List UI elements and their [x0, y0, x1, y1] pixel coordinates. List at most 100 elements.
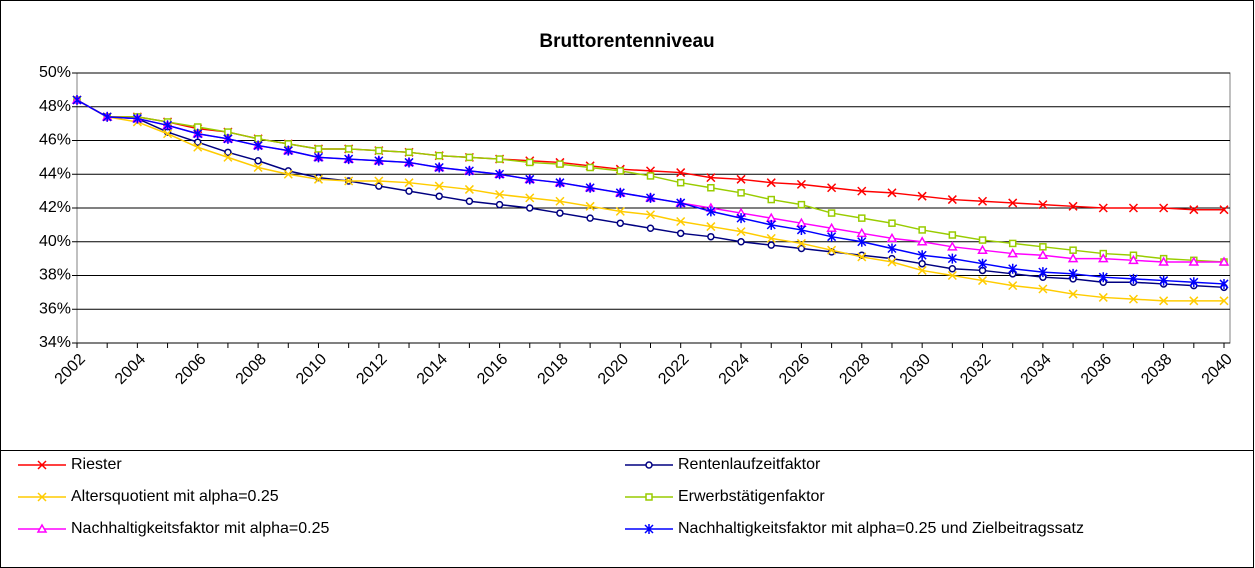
data-point — [646, 172, 655, 180]
data-point — [737, 238, 745, 246]
data-point — [223, 152, 233, 162]
legend-marker — [37, 492, 47, 502]
data-point — [374, 155, 384, 166]
data-point — [797, 244, 806, 253]
legend-marker — [36, 523, 48, 533]
data-point — [1159, 203, 1169, 213]
data-point — [916, 236, 928, 246]
data-point — [193, 138, 202, 146]
data-point — [404, 157, 414, 168]
data-point — [375, 182, 383, 190]
data-point — [223, 133, 233, 144]
y-tick-label: 50% — [39, 64, 71, 81]
data-point — [1008, 198, 1018, 208]
data-point — [766, 178, 776, 188]
data-point — [1189, 277, 1199, 288]
data-point — [766, 219, 776, 230]
data-point — [344, 145, 353, 153]
legend-frame — [0, 450, 1254, 568]
y-tick-label: 36% — [39, 300, 71, 317]
data-point — [827, 231, 837, 242]
data-point — [615, 187, 625, 198]
data-point — [616, 219, 625, 227]
data-point — [555, 177, 565, 188]
data-point — [856, 227, 868, 238]
data-point — [947, 241, 958, 251]
data-point — [1189, 205, 1199, 215]
data-point — [283, 145, 293, 156]
data-point — [827, 209, 836, 217]
data-point — [132, 113, 142, 124]
data-point — [767, 241, 775, 249]
data-point — [827, 245, 837, 255]
data-point — [948, 265, 957, 273]
y-tick-label: 34% — [39, 334, 71, 351]
data-point — [1098, 292, 1108, 302]
data-point — [344, 176, 354, 186]
y-tick-label: 46% — [39, 132, 71, 149]
data-point — [1007, 248, 1019, 258]
data-point — [1038, 284, 1048, 294]
data-point — [1219, 278, 1229, 289]
data-point — [313, 174, 324, 184]
data-point — [464, 165, 474, 176]
data-point — [526, 158, 534, 167]
data-point — [978, 236, 987, 244]
data-point — [827, 183, 837, 193]
data-point — [888, 219, 896, 227]
legend-label: Rentenlaufzeitfaktor — [678, 456, 821, 473]
data-point — [616, 167, 625, 175]
data-point — [495, 200, 504, 209]
legend-label: Erwerbstätigenfaktor — [678, 488, 825, 505]
data-point — [1128, 294, 1138, 304]
data-point — [917, 250, 927, 261]
data-point — [796, 224, 806, 235]
data-point — [796, 179, 806, 189]
data-point — [676, 178, 685, 187]
data-point — [887, 188, 897, 198]
data-point — [1098, 272, 1108, 283]
legend-marker — [37, 460, 47, 470]
data-point — [676, 168, 686, 178]
data-point — [193, 128, 203, 139]
data-point — [1037, 249, 1049, 259]
data-point — [1219, 296, 1229, 306]
data-point — [495, 189, 505, 200]
data-point — [253, 140, 263, 151]
data-point — [1128, 254, 1139, 265]
data-point — [1008, 263, 1018, 274]
data-point — [555, 196, 565, 206]
data-point — [1068, 201, 1078, 211]
data-point — [314, 145, 323, 153]
data-point — [706, 206, 716, 217]
data-point — [405, 187, 413, 195]
data-point — [887, 243, 897, 254]
data-point — [253, 162, 263, 173]
data-point — [947, 270, 957, 281]
legend-label: Nachhaltigkeitsfaktor mit alpha=0.25 und… — [678, 520, 1084, 537]
legend-marker — [645, 461, 653, 469]
data-point — [707, 232, 715, 241]
data-point — [736, 174, 746, 184]
legend-marker — [644, 524, 654, 534]
data-point — [72, 95, 82, 105]
data-point — [1068, 268, 1078, 279]
y-tick-label: 42% — [39, 199, 71, 216]
data-point — [1039, 243, 1047, 251]
data-point — [977, 258, 988, 269]
data-point — [163, 129, 173, 139]
data-point — [404, 178, 414, 188]
data-point — [797, 200, 806, 209]
data-point — [857, 186, 867, 196]
data-point — [977, 244, 988, 254]
data-point — [344, 154, 354, 165]
data-point — [585, 182, 595, 193]
data-point — [645, 210, 656, 220]
data-point — [707, 184, 715, 192]
data-point — [464, 184, 474, 194]
data-point — [1008, 239, 1017, 248]
data-point — [1038, 200, 1048, 210]
data-point — [947, 253, 957, 264]
data-point — [224, 148, 232, 157]
data-point — [525, 193, 535, 203]
